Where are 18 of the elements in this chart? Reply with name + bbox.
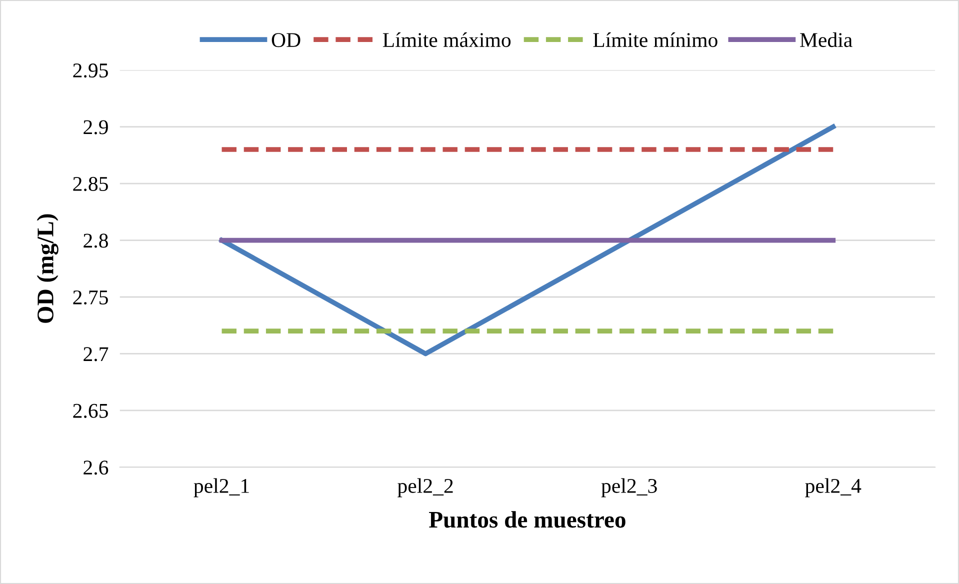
y-tick-label: 2.6 <box>84 460 108 475</box>
x-tick-label: pel2_4 <box>805 478 862 498</box>
y-tick-label: 2.65 <box>73 404 108 418</box>
x-axis-title: Puntos de muestreo <box>429 511 626 528</box>
legend-label: OD <box>272 33 300 48</box>
y-axis-title: OD (mg/L) <box>36 214 58 323</box>
y-tick-label: 2.95 <box>73 64 108 78</box>
y-tick-label: 2.7 <box>84 347 108 362</box>
x-tick-label: pel2_3 <box>601 478 657 498</box>
y-tick-label: 2.85 <box>73 176 108 192</box>
legend-label: Media <box>800 32 852 48</box>
legend-label: Límite máximo <box>382 32 511 48</box>
y-tick-label: 2.8 <box>84 234 108 248</box>
legend-label: Límite mínimo <box>593 32 718 48</box>
x-tick-label: pel2_2 <box>398 478 453 498</box>
y-tick-label: 2.75 <box>73 290 108 305</box>
x-tick-label: pel2_1 <box>194 478 249 498</box>
y-tick-label: 2.9 <box>84 120 108 134</box>
